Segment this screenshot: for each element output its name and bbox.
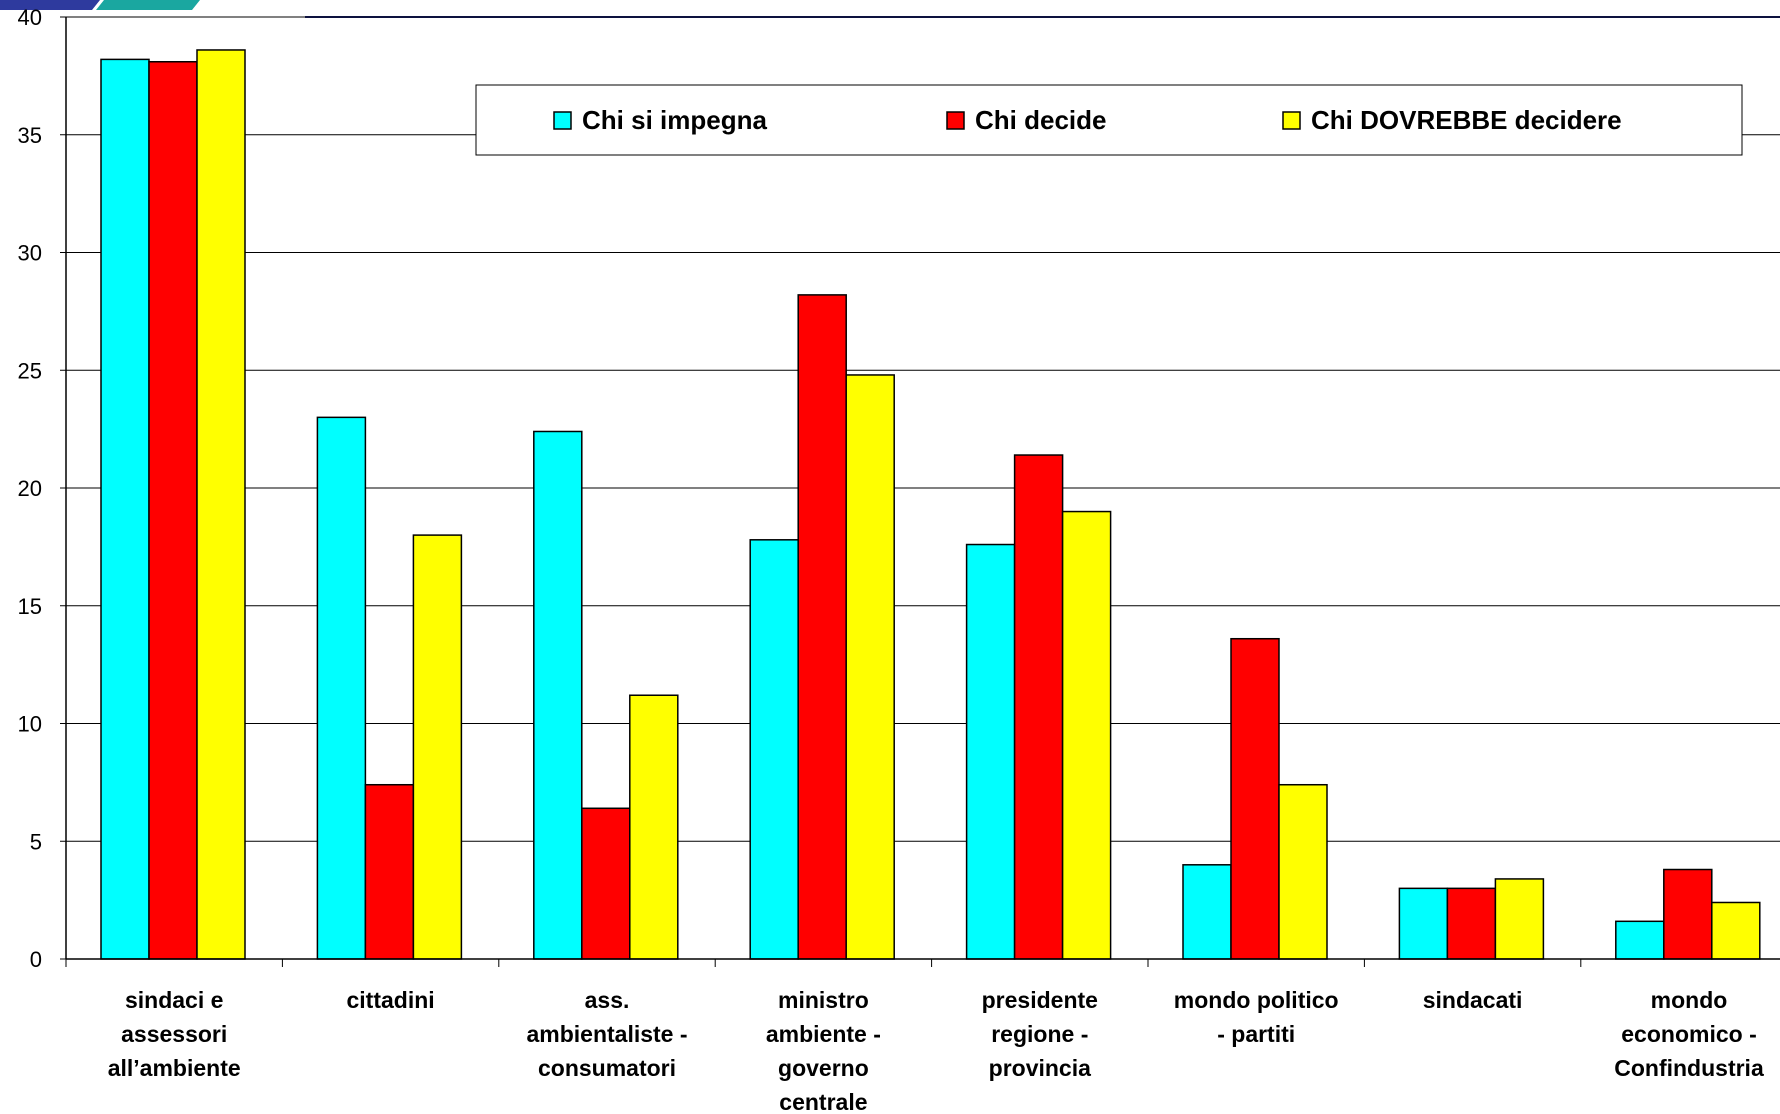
bar-1-6 xyxy=(1182,864,1232,960)
header-decoration xyxy=(0,0,1780,18)
x-tick-label-line: - partiti xyxy=(1217,1021,1295,1047)
legend-swatch xyxy=(946,111,965,130)
x-tick-label: presidente regione - provincia xyxy=(982,987,1098,1081)
x-tick-label: sindacati xyxy=(1423,987,1523,1013)
bar-2-4 xyxy=(797,294,847,960)
legend-swatch xyxy=(1282,111,1301,130)
x-axis-labels: sindaci e assessori all’ambiente cittadini a… xyxy=(108,987,1764,1114)
x-tick-label-line: sindaci e xyxy=(125,987,223,1013)
bars xyxy=(100,49,1761,960)
bar-1-8 xyxy=(1615,920,1665,960)
bar-3-5 xyxy=(1061,510,1112,960)
y-tick-label: 5 xyxy=(30,829,42,854)
x-tick-label-line: sindacati xyxy=(1423,987,1523,1013)
x-tick-label: ass. ambientaliste - consumatori xyxy=(526,987,687,1081)
y-tick-label: 0 xyxy=(30,947,42,972)
bar-2-2 xyxy=(364,783,415,960)
y-axis-ticks: 0 5 10 15 20 25 30 35 40 xyxy=(18,5,66,972)
y-tick-label: 40 xyxy=(18,5,42,30)
x-tick-label-line: all’ambiente xyxy=(108,1055,241,1081)
bar-1-4 xyxy=(749,539,799,960)
x-tick-label-line: ambientaliste - xyxy=(526,1021,687,1047)
axes xyxy=(65,17,1780,967)
bar-3-2 xyxy=(412,534,463,960)
x-tick-label: sindaci e assessori all’ambiente xyxy=(108,987,241,1081)
y-tick-label: 15 xyxy=(18,594,42,619)
bar-3-3 xyxy=(629,694,679,960)
x-tick-label-line: cittadini xyxy=(347,987,435,1013)
x-tick-label-line: regione - xyxy=(991,1021,1088,1047)
bar-3-1 xyxy=(196,49,246,960)
bar-2-6 xyxy=(1230,637,1280,960)
bar-2-7 xyxy=(1446,887,1497,960)
x-tick-label-line: governo xyxy=(778,1055,869,1081)
x-tick-label: mondo politico - partiti xyxy=(1174,987,1339,1047)
legend-swatch xyxy=(553,111,572,130)
bar-1-2 xyxy=(316,416,367,960)
bar-2-8 xyxy=(1663,868,1713,960)
y-tick-label: 35 xyxy=(18,123,42,148)
x-tick-label-line: centrale xyxy=(779,1089,867,1114)
x-tick-label: ministro ambiente - governo centrale xyxy=(766,987,881,1114)
header-stripe-teal xyxy=(96,0,200,10)
bar-2-5 xyxy=(1013,454,1064,960)
legend-label: Chi decide xyxy=(975,105,1106,135)
bar-3-7 xyxy=(1494,878,1545,960)
x-tick-label-line: mondo xyxy=(1651,987,1728,1013)
x-tick-label-line: provincia xyxy=(989,1055,1091,1081)
x-tick-label-line: ministro xyxy=(778,987,869,1013)
bar-2-1 xyxy=(148,60,198,960)
x-tick-label-line: Confindustria xyxy=(1614,1055,1764,1081)
bar-1-3 xyxy=(533,430,583,960)
x-tick-label: mondo economico - Confindustria xyxy=(1614,987,1764,1081)
x-tick-label-line: consumatori xyxy=(538,1055,676,1081)
x-tick-label-line: economico - xyxy=(1621,1021,1756,1047)
x-tick-label-line: assessori xyxy=(121,1021,227,1047)
bar-3-4 xyxy=(845,374,895,960)
y-tick-label: 10 xyxy=(18,712,42,737)
legend-label: Chi si impegna xyxy=(582,105,767,135)
y-tick-label: 30 xyxy=(18,241,42,266)
legend-box xyxy=(475,84,1743,156)
header-stripe-blue xyxy=(0,0,100,10)
x-tick-label-line: ass. xyxy=(585,987,630,1013)
y-tick-label: 20 xyxy=(18,476,42,501)
bar-3-8 xyxy=(1711,901,1761,960)
x-tick-label-line: mondo politico xyxy=(1174,987,1339,1013)
y-tick-label: 25 xyxy=(18,358,42,383)
x-tick-label-line: presidente xyxy=(982,987,1098,1013)
x-tick-label: cittadini xyxy=(347,987,435,1013)
x-tick-label-line: ambiente - xyxy=(766,1021,881,1047)
legend-label: Chi DOVREBBE decidere xyxy=(1311,105,1622,135)
bar-1-5 xyxy=(965,543,1016,960)
bar-1-7 xyxy=(1398,887,1449,960)
bar-2-3 xyxy=(581,807,631,960)
bar-1-1 xyxy=(100,58,150,960)
legend: Chi si impegna Chi decide Chi DOVREBBE dec… xyxy=(475,84,1743,156)
bar-3-6 xyxy=(1278,783,1328,960)
